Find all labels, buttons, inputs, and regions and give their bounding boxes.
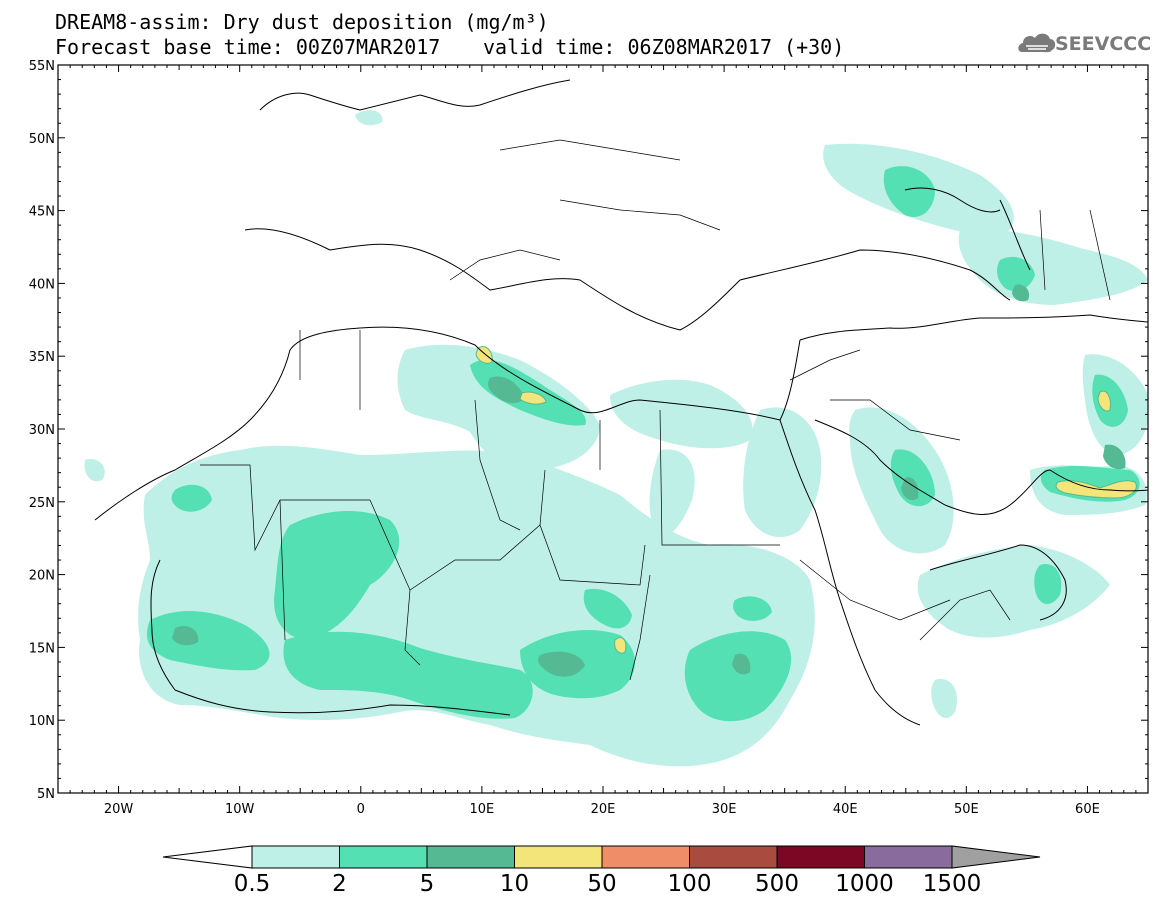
lat-label: 45N <box>29 205 55 220</box>
colorbar-label: 100 <box>668 871 712 897</box>
lat-label: 10N <box>29 714 55 729</box>
lon-label: 60E <box>1075 802 1100 817</box>
colorbar-label: 500 <box>755 871 799 897</box>
lon-label: 50E <box>954 802 979 817</box>
lat-label: 5N <box>37 787 55 802</box>
lat-label: 55N <box>29 59 55 74</box>
colorbar-label: 2 <box>332 871 347 897</box>
colorbar-labels: 0.5 2 5 10 50 100 500 1000 1500 <box>234 871 982 897</box>
colorbar-label: 50 <box>587 871 616 897</box>
colorbar-under-triangle <box>162 845 253 869</box>
colorbar <box>162 845 1041 869</box>
valid-time: valid time: 06Z08MAR2017 (+30) <box>483 35 845 59</box>
lat-label: 50N <box>29 132 55 147</box>
cloud-icon <box>1018 33 1056 53</box>
lat-label: 35N <box>29 350 55 365</box>
logo-text: SEEVCCC <box>1055 33 1152 55</box>
coastlines <box>94 79 1148 726</box>
lat-label: 25N <box>29 496 55 511</box>
colorbar-segment <box>339 845 428 869</box>
map-title: DREAM8-assim: Dry dust deposition (mg/m³… <box>55 10 549 34</box>
dust-field-dark <box>172 284 1126 677</box>
colorbar-label: 0.5 <box>234 871 271 897</box>
colorbar-segment <box>689 845 778 869</box>
colorbar-label: 5 <box>420 871 435 897</box>
latitude-labels: 55N 50N 45N 40N 35N 30N 25N 20N 15N 10N 5N <box>29 59 55 802</box>
lon-label: 0 <box>357 802 365 817</box>
lon-label: 30E <box>712 802 737 817</box>
borders <box>200 139 1111 681</box>
lon-label: 20E <box>591 802 616 817</box>
lon-label: 40E <box>833 802 858 817</box>
colorbar-segment <box>601 845 690 869</box>
colorbar-label: 10 <box>500 871 529 897</box>
forecast-base-time: Forecast base time: 00Z07MAR2017 <box>55 35 441 59</box>
lat-label: 40N <box>29 277 55 292</box>
colorbar-segment <box>864 845 953 869</box>
colorbar-segment <box>776 845 865 869</box>
lon-label: 10W <box>225 802 255 817</box>
lat-label: 20N <box>29 569 55 584</box>
lat-label: 15N <box>29 641 55 656</box>
lon-label: 20W <box>104 802 134 817</box>
dust-field-yellow <box>475 346 1137 654</box>
colorbar-segment <box>251 845 340 869</box>
colorbar-over-triangle <box>951 845 1041 869</box>
colorbar-segment <box>426 845 515 869</box>
axis-ticks <box>57 64 1149 794</box>
colorbar-label: 1500 <box>923 871 982 897</box>
longitude-labels: 20W 10W 0 10E 20E 30E 40E 50E 60E <box>104 802 1100 817</box>
colorbar-label: 1000 <box>835 871 894 897</box>
colorbar-segment <box>514 845 603 869</box>
lat-label: 30N <box>29 423 55 438</box>
lon-label: 10E <box>470 802 495 817</box>
